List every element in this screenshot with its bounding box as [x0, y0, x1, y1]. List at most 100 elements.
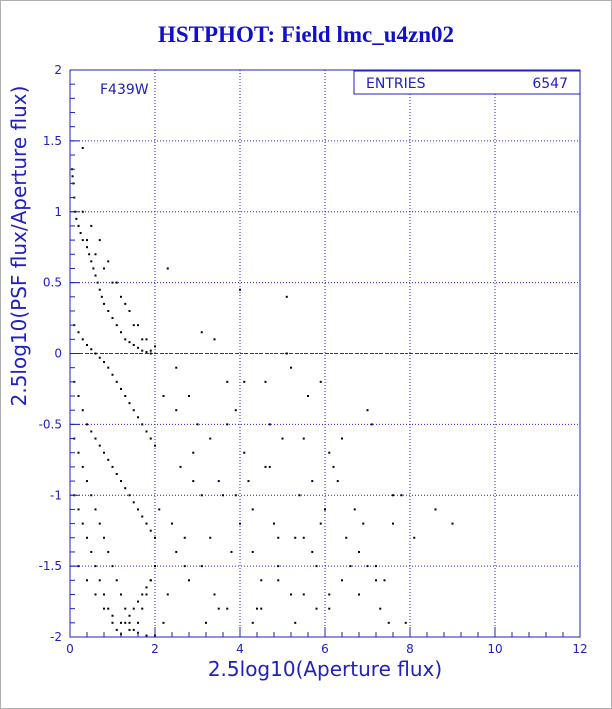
axes — [69, 69, 581, 638]
data-point — [387, 621, 390, 624]
data-point — [103, 536, 105, 539]
data-point — [315, 607, 318, 610]
data-point — [120, 331, 122, 334]
data-point — [222, 494, 224, 497]
data-point — [128, 494, 131, 497]
data-point — [90, 430, 93, 433]
data-point — [230, 550, 233, 553]
data-point — [375, 579, 377, 582]
data-point — [251, 508, 254, 511]
data-point — [111, 621, 114, 624]
data-point — [277, 565, 280, 568]
data-point — [81, 239, 84, 242]
data-point — [302, 536, 305, 539]
data-point — [103, 593, 105, 596]
data-point — [217, 480, 220, 483]
data-point — [183, 565, 186, 568]
data-point — [290, 366, 292, 369]
data-point — [96, 281, 99, 284]
data-point — [260, 607, 263, 610]
data-point — [336, 480, 339, 483]
x-tick-label: 6 — [321, 642, 329, 656]
data-point — [404, 621, 407, 624]
data-point — [81, 522, 84, 525]
filter-label: F439W — [100, 82, 149, 98]
x-tick-label: 4 — [236, 642, 244, 656]
data-point — [200, 331, 203, 334]
data-point — [166, 593, 169, 596]
data-point — [451, 522, 454, 525]
data-point — [302, 437, 305, 440]
data-point — [141, 515, 144, 518]
data-point — [107, 366, 110, 369]
data-point — [298, 494, 301, 497]
data-point — [94, 437, 97, 440]
data-point — [200, 494, 203, 497]
data-point — [86, 246, 88, 249]
data-point — [145, 634, 148, 637]
data-point — [277, 579, 280, 582]
x-tick-label: 2 — [151, 642, 159, 656]
data-point — [268, 423, 271, 426]
data-point — [98, 288, 101, 291]
data-point — [111, 373, 114, 376]
data-point — [149, 349, 152, 352]
data-point — [90, 224, 93, 227]
data-point — [81, 338, 84, 341]
x-tick-label: 8 — [406, 642, 414, 656]
y-tick-label: 2 — [54, 63, 62, 77]
y-tick-label: 1 — [54, 205, 62, 219]
data-point — [141, 607, 144, 610]
data-point — [192, 451, 195, 454]
data-point — [434, 508, 437, 511]
data-point — [77, 224, 80, 227]
data-point — [124, 487, 127, 490]
data-point — [277, 536, 280, 539]
data-point — [311, 550, 314, 553]
data-point — [79, 232, 82, 235]
data-point — [94, 352, 97, 355]
data-points — [71, 146, 454, 637]
data-point — [145, 593, 148, 596]
data-point — [137, 416, 139, 419]
data-point — [188, 579, 190, 582]
data-point — [239, 288, 241, 291]
data-point — [196, 423, 199, 426]
data-point — [77, 508, 80, 511]
data-point — [175, 409, 178, 412]
data-point — [251, 621, 254, 624]
data-point — [345, 536, 348, 539]
data-point — [209, 536, 212, 539]
data-point — [307, 395, 309, 398]
data-point — [90, 550, 93, 553]
data-point — [413, 536, 416, 539]
data-point — [358, 550, 360, 553]
x-tick-label: 0 — [66, 642, 74, 656]
data-point — [98, 522, 101, 525]
data-point — [175, 550, 178, 553]
data-point — [88, 253, 91, 256]
data-point — [90, 260, 93, 263]
data-point — [137, 621, 139, 624]
x-tick-labels: 0 2 4 6 8 10 12 — [66, 642, 587, 656]
data-point — [132, 324, 135, 327]
data-point — [234, 494, 237, 497]
data-point — [260, 579, 263, 582]
data-point — [141, 423, 144, 426]
data-point — [328, 451, 331, 454]
data-point — [98, 356, 101, 359]
data-point — [328, 593, 331, 596]
data-point — [145, 430, 148, 433]
stats-value: 6547 — [532, 76, 568, 92]
data-point — [332, 465, 335, 468]
data-point — [234, 409, 237, 412]
data-point — [120, 593, 122, 596]
data-point — [209, 437, 212, 440]
data-point — [188, 395, 190, 398]
data-point — [366, 565, 369, 568]
data-point — [124, 607, 127, 610]
y-tick-label: -1.5 — [39, 559, 62, 573]
data-point — [149, 529, 152, 532]
data-point — [145, 338, 148, 341]
data-point — [81, 465, 84, 468]
